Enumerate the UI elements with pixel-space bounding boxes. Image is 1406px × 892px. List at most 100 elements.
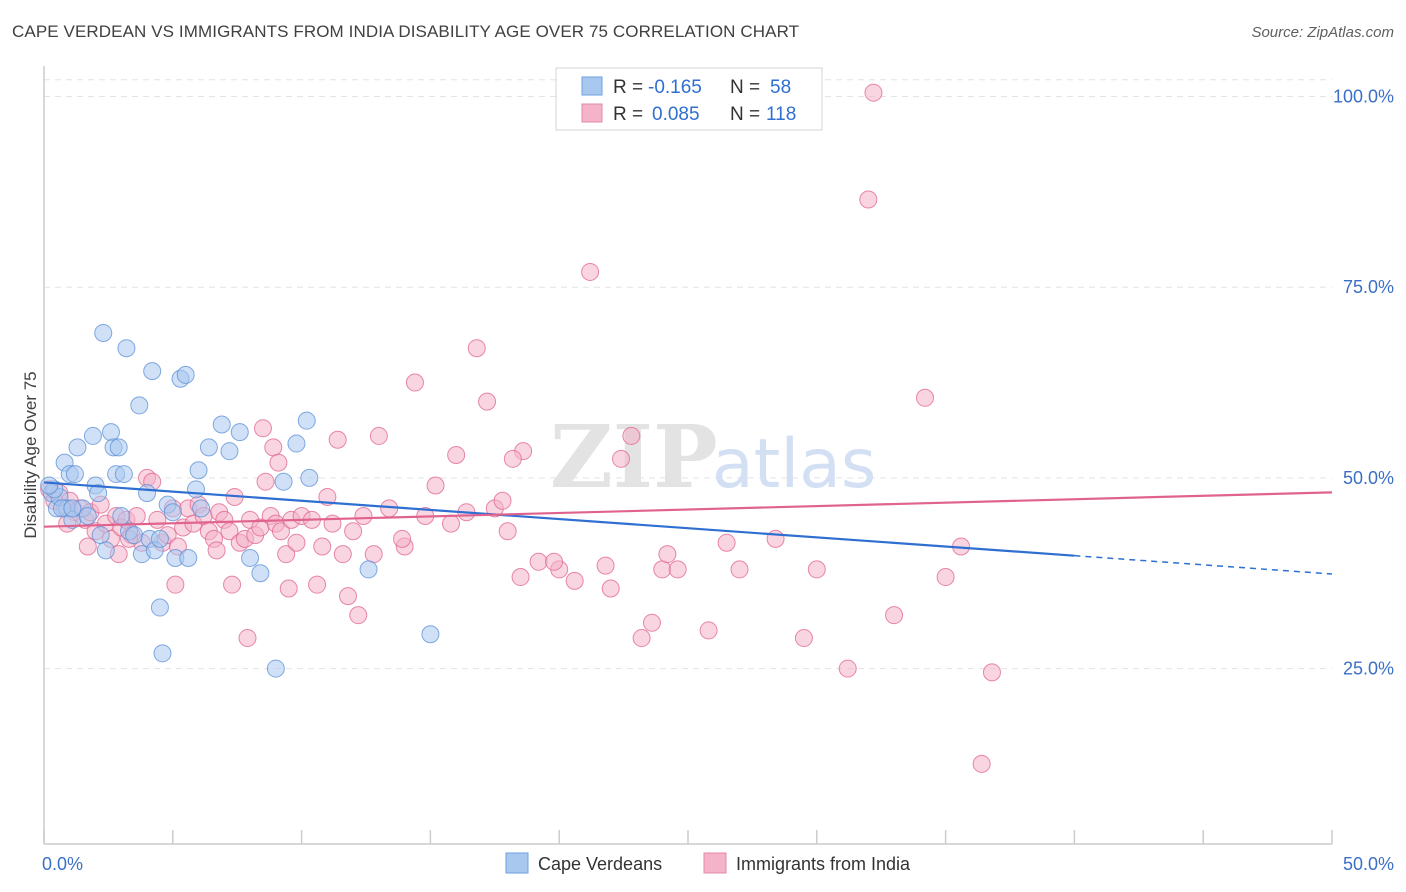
cape-verdeans-point-26 [130,396,149,415]
india-point-106 [442,514,461,533]
legend: Cape Verdeans Immigrants from India [505,852,911,874]
cape-verdeans-point-44 [220,442,239,461]
india-point-95 [349,606,368,625]
y-axis-label: Disability Age Over 75 [21,371,40,538]
india-point-17 [127,507,146,526]
india-point-46 [277,545,296,564]
india-point-80 [864,83,883,102]
cape-verdeans-point-17 [101,423,120,442]
india-point-119 [78,537,97,556]
stats-swatch-pink [581,103,603,123]
cape-verdeans-point-41 [192,499,211,518]
cape-verdeans-point-28 [138,484,157,503]
cape-verdeans-point-30 [143,362,162,381]
cape-verdeans-point-50 [297,411,316,430]
trend-line-immigrants-india [43,491,1333,528]
cape-verdeans-point-7 [65,465,84,484]
cape-verdeans-point-21 [112,507,131,526]
india-point-94 [338,587,357,606]
watermark-zip: ZIP [550,407,718,508]
india-point-86 [936,568,955,587]
cape-verdeans-point-46 [241,548,260,567]
india-point-60 [426,476,445,495]
india-point-64 [498,522,517,541]
india-point-85 [859,190,878,209]
cape-verdeans-point-37 [176,365,195,384]
india-point-96 [364,545,383,564]
cape-verdeans-point-52 [359,560,378,579]
india-point-91 [223,575,242,594]
cape-verdeans-point-16 [96,541,115,560]
india-point-68 [581,262,600,281]
india-point-66 [529,552,548,571]
india-point-75 [730,560,749,579]
cape-verdeans-point-45 [230,423,249,442]
x-axis-ticks [43,830,1333,844]
india-point-88 [511,568,530,587]
india-point-92 [279,579,298,598]
india-point-110 [503,449,522,468]
india-point-55 [354,507,373,526]
india-point-109 [493,491,512,510]
india-point-42 [256,472,275,491]
cape-verdeans-point-42 [199,438,218,457]
stats-r-value-pink: 0.085 [652,104,700,125]
stats-r-label-pink: R = [613,104,643,125]
cape-verdeans-point-58 [266,659,285,678]
india-point-117 [717,533,736,552]
india-point-90 [166,575,185,594]
y-tick-label-25: 25.0% [1343,659,1394,679]
india-point-99 [253,419,272,438]
india-point-59 [405,373,424,392]
india-point-48 [287,533,306,552]
india-point-115 [642,613,661,632]
cape-verdeans-point-13 [89,484,108,503]
cape-verdeans-point-59 [63,499,82,518]
legend-label-cape-verdeans: Cape Verdeans [538,854,662,874]
y-tick-label-50: 50.0% [1343,468,1394,488]
cape-verdeans-point-43 [212,415,231,434]
trend-lines [43,481,1333,575]
watermark: ZIP atlas [550,407,876,508]
india-point-71 [632,629,651,648]
india-point-45 [271,522,290,541]
cape-verdeans-point-49 [287,434,306,453]
cape-verdeans-point-11 [83,426,102,445]
source-credit: Source: ZipAtlas.com [1251,24,1394,41]
trend-line-cape-verdeans [43,481,1075,557]
stats-n-label-blue: N = [730,77,760,98]
cape-verdeans-point-20 [109,438,128,457]
cape-verdeans-point-40 [189,461,208,480]
y-axis-tick-labels: 25.0% 50.0% 75.0% 100.0% [1333,87,1394,679]
cape-verdeans-point-60 [40,476,59,495]
cape-verdeans-point-22 [114,465,133,484]
stats-box: R = -0.165 N = 58 R = 0.085 N = 118 [555,67,823,131]
india-point-101 [269,453,288,472]
india-point-52 [323,514,342,533]
cape-verdeans-point-53 [421,625,440,644]
cape-verdeans-point-15 [94,323,113,342]
india-point-83 [972,754,991,773]
india-point-62 [467,339,486,358]
india-point-51 [313,537,332,556]
india-point-69 [601,579,620,598]
india-point-54 [344,522,363,541]
india-point-108 [478,392,497,411]
x-tick-label-min: 0.0% [42,854,83,874]
india-point-53 [333,545,352,564]
india-point-56 [369,426,388,445]
india-point-61 [447,446,466,464]
stats-swatch-blue [581,76,603,96]
cape-verdeans-point-47 [251,564,270,583]
india-point-21 [148,510,167,529]
stats-n-value-blue: 58 [770,77,791,98]
india-point-70 [622,426,641,445]
chart-title: CAPE VERDEAN VS IMMIGRANTS FROM INDIA DI… [12,22,800,41]
cape-verdeans-point-8 [68,438,87,457]
cape-verdeans-point-48 [274,472,293,491]
india-point-113 [596,556,615,575]
india-point-98 [238,629,257,648]
y-tick-label-75: 75.0% [1343,277,1394,297]
cape-verdeans-point-38 [179,548,198,567]
